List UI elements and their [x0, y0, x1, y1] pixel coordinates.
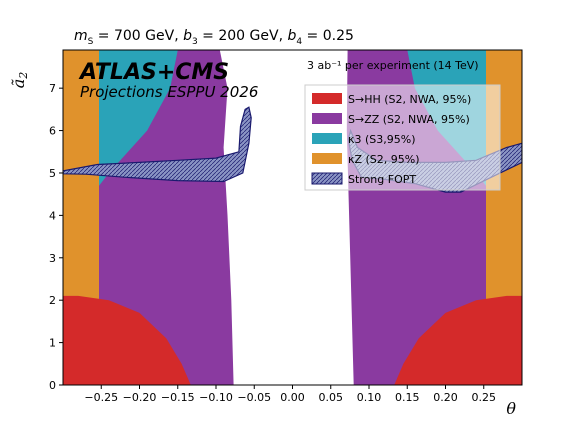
legend-label-kappaz: κZ (S2, 95%): [348, 153, 420, 166]
y-tick-label: 5: [49, 167, 56, 180]
legend-label-kappa3: κ3 (S3,95%): [348, 133, 416, 146]
x-tick-label: −0.20: [123, 391, 157, 404]
y-tick-label: 0: [49, 379, 56, 392]
legend-swatch-kappa3: [312, 133, 342, 144]
y-tick-label: 6: [49, 125, 56, 138]
x-tick-label: 0.15: [395, 391, 420, 404]
y-tick-label: 1: [49, 337, 56, 350]
legend-swatch-kappaz: [312, 153, 342, 164]
y-tick-label: 2: [49, 294, 56, 307]
chart-subtitle: Projections ESPPU 2026: [80, 83, 258, 101]
region-s-hh-2: [394, 295, 522, 385]
lumi-note: 3 ab⁻¹ per experiment (14 TeV): [307, 59, 479, 72]
y-tick-label: 3: [49, 252, 56, 265]
experiment-label: ATLAS+CMS: [78, 60, 229, 85]
legend-swatch-s-zz: [312, 113, 342, 124]
legend-label-fopt: Strong FOPT: [348, 173, 416, 186]
x-tick-label: 0.05: [319, 391, 344, 404]
x-tick-label: 0.20: [433, 391, 458, 404]
y-tick-label: 7: [49, 82, 56, 95]
legend: S→HH (S2, NWA, 95%) S→ZZ (S2, NWA, 95%) κ3…: [311, 93, 471, 186]
legend-label-s-hh: S→HH (S2, NWA, 95%): [348, 93, 471, 106]
legend-swatch-s-hh: [312, 93, 342, 104]
x-tick-label: −0.05: [237, 391, 271, 404]
x-tick-label: −0.15: [161, 391, 195, 404]
x-tick-label: −0.10: [199, 391, 233, 404]
y-axis-ticks: 0 1 2 3 4 5 6 7: [49, 82, 63, 392]
x-tick-label: −0.25: [84, 391, 118, 404]
x-tick-label: 0.10: [357, 391, 382, 404]
x-tick-label: 0.25: [472, 391, 497, 404]
chart-header-params: mS = 700 GeV, b3 = 200 GeV, b4 = 0.25: [74, 28, 354, 47]
x-axis-label: θ: [506, 399, 516, 418]
region-fopt-1: [63, 106, 252, 183]
x-axis-ticks: −0.25 −0.20 −0.15 −0.10 −0.05 0.00 0.05 0.10 0.1…: [84, 385, 496, 404]
y-axis-label: ã2: [9, 72, 30, 89]
region-s-hh-1: [63, 295, 191, 385]
x-tick-label: 0.00: [280, 391, 305, 404]
y-tick-label: 4: [49, 209, 56, 222]
legend-swatch-fopt: [311, 172, 343, 185]
legend-label-s-zz: S→ZZ (S2, NWA, 95%): [348, 113, 470, 126]
